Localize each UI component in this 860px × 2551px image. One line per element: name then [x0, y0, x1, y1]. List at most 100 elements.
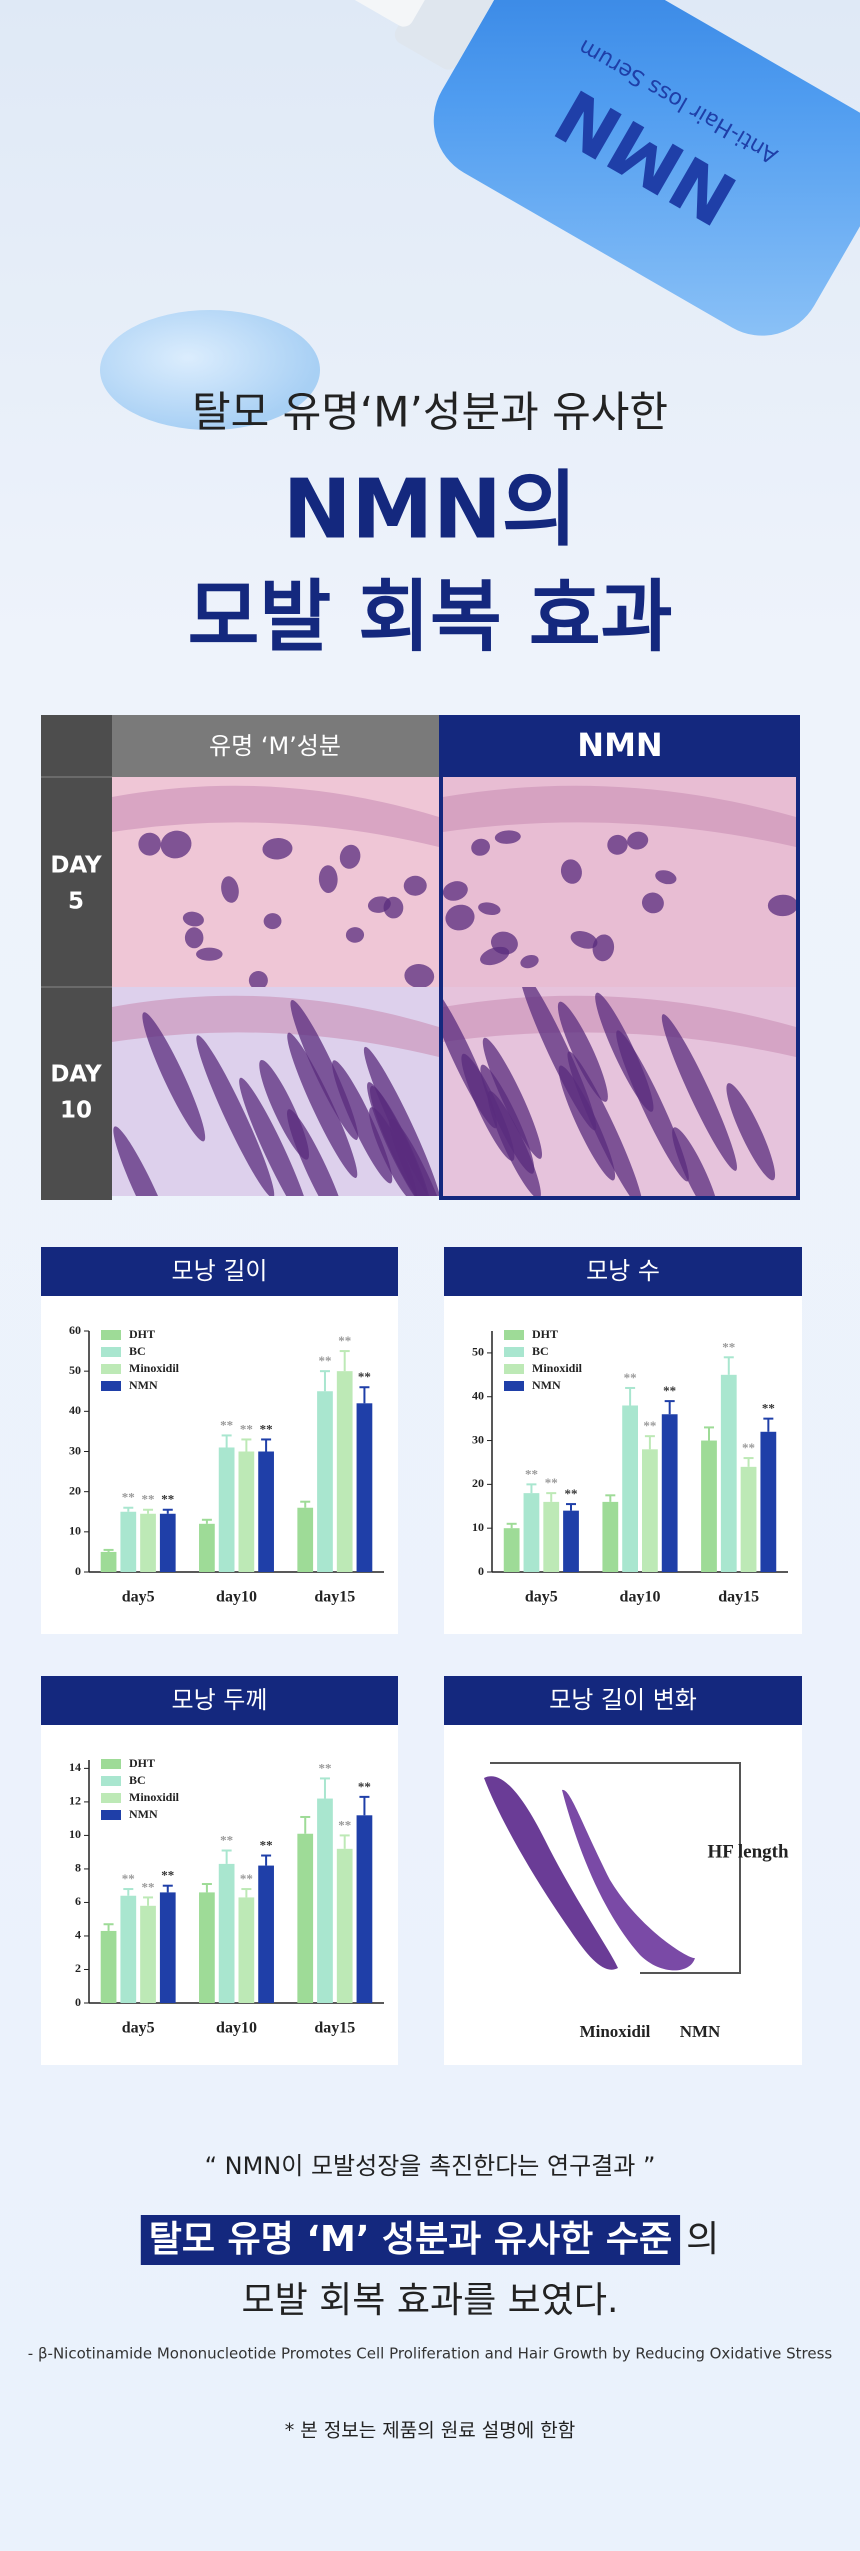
- row-header-column: [41, 715, 112, 1200]
- follicle: [592, 934, 615, 962]
- follicle: [445, 904, 475, 931]
- legend-label: NMN: [129, 1378, 158, 1392]
- follicle: [248, 971, 268, 987]
- x-tick-label: day10: [216, 1589, 257, 1606]
- x-tick-label: day10: [216, 2020, 257, 2037]
- bar: [140, 1905, 156, 2003]
- highlight-text: 탈모 유명 ‘M’ 성분과 유사한 수준: [149, 2219, 672, 2260]
- bar: [199, 1892, 215, 2003]
- legend-swatch: [101, 1759, 121, 1769]
- tissue-layer: [443, 785, 796, 847]
- bar: [336, 1848, 353, 2003]
- x-tick-label: day15: [314, 2020, 355, 2037]
- y-tick-label: 0: [75, 1995, 81, 2009]
- legend-swatch: [101, 1381, 121, 1391]
- follicle: [196, 1035, 275, 1196]
- legend-label: BC: [532, 1344, 549, 1358]
- significance-label: **: [260, 1838, 273, 1853]
- row-label: 5: [68, 889, 84, 915]
- serum-drop: [100, 310, 320, 430]
- legend-label: Minoxidil: [129, 1361, 180, 1375]
- y-tick-label: 6: [75, 1894, 81, 1908]
- significance-label: **: [240, 1871, 253, 1886]
- significance-label: **: [161, 1492, 174, 1507]
- follicle: [490, 931, 518, 955]
- bar: [258, 1865, 274, 2003]
- legend-swatch: [101, 1330, 121, 1340]
- follicle: [263, 913, 282, 930]
- subtitle: 탈모 유명‘M’성분과 유사한: [192, 388, 668, 437]
- follicle: [567, 1051, 643, 1196]
- column-label: 유명 ‘M’성분: [209, 732, 341, 760]
- follicle: [262, 838, 293, 860]
- follicle: [138, 832, 161, 856]
- follicle: [616, 1030, 689, 1182]
- chart: 모낭 길이 0 10 20 30 40 50 60 day5 ** ** ** day10 ** ** ** d…: [41, 1247, 398, 1634]
- conclusion-line: 모발 회복 효과를 보였다.: [242, 2280, 619, 2321]
- significance-label: **: [161, 1868, 174, 1883]
- y-tick-label: 12: [69, 1794, 81, 1808]
- follicle: [641, 892, 664, 914]
- row-label: 10: [60, 1098, 92, 1124]
- quote: “ NMN이 모발성장을 촉진한다는 연구결과 ”: [205, 2152, 656, 2180]
- bar: [297, 1507, 314, 1572]
- bar: [523, 1493, 540, 1572]
- legend-label: Minoxidil: [532, 1361, 583, 1375]
- follicle: [332, 1060, 393, 1184]
- significance-label: **: [742, 1440, 755, 1455]
- bar: [317, 1391, 333, 1572]
- y-tick-label: 14: [69, 1760, 81, 1774]
- highlight-box: [140, 2215, 681, 2265]
- title-line: 모발 회복 효과: [188, 572, 673, 662]
- x-tick-label: day5: [525, 1589, 558, 1606]
- follicle: [560, 859, 582, 884]
- legend-swatch: [504, 1347, 524, 1357]
- significance-label: **: [663, 1383, 676, 1398]
- significance-label: **: [122, 1490, 135, 1505]
- follicle: [661, 1014, 737, 1171]
- bar: [159, 1892, 176, 2003]
- significance-label: **: [220, 1417, 233, 1432]
- hair-follicle: [562, 1789, 695, 1971]
- chart-title: 모낭 수: [586, 1257, 660, 1285]
- follicle: [239, 1077, 311, 1196]
- measure-bracket: [490, 1762, 741, 1974]
- y-tick-label: 20: [69, 1483, 81, 1497]
- histology-image: [112, 987, 439, 1196]
- significance-label: **: [643, 1418, 656, 1433]
- legend-label: BC: [129, 1773, 146, 1787]
- follicle: [494, 830, 521, 844]
- significance-label: **: [525, 1466, 538, 1481]
- follicle: [287, 1032, 358, 1178]
- bar: [661, 1414, 678, 1572]
- significance-label: **: [762, 1401, 775, 1416]
- bottle-body: [433, 0, 860, 336]
- bar: [120, 1511, 137, 1572]
- column-label: NMN: [577, 726, 662, 764]
- panel-header: [41, 1676, 398, 1725]
- follicle: [767, 894, 796, 917]
- follicle: [345, 927, 365, 943]
- follicle: [520, 954, 539, 969]
- legend-label: DHT: [532, 1327, 558, 1341]
- bar: [120, 1895, 137, 2003]
- chart: 모낭 수 0 10 20 30 40 50 day5 ** ** ** day10 ** ** ** day1…: [444, 1247, 802, 1634]
- bar: [543, 1501, 560, 1572]
- y-tick-label: 40: [472, 1388, 484, 1402]
- follicle: [655, 870, 677, 885]
- histology-image: [443, 987, 796, 1196]
- bar: [503, 1528, 520, 1572]
- bar: [238, 1897, 255, 2003]
- significance-label: **: [318, 1760, 331, 1775]
- y-tick-label: 10: [69, 1827, 81, 1841]
- chart: 모낭 두께 0 2 4 6 8 10 12 14 day5 ** ** ** day10 ** ** ** day…: [41, 1676, 398, 2065]
- comparison-table: 유명 ‘M’성분 NMN DAY 5 DAY 10: [41, 715, 800, 1200]
- bar: [238, 1451, 255, 1572]
- significance-label: **: [545, 1475, 558, 1490]
- bar: [642, 1449, 658, 1572]
- chart-title: 모낭 두께: [172, 1686, 268, 1714]
- bar: [356, 1815, 373, 2003]
- follicle: [482, 1037, 543, 1159]
